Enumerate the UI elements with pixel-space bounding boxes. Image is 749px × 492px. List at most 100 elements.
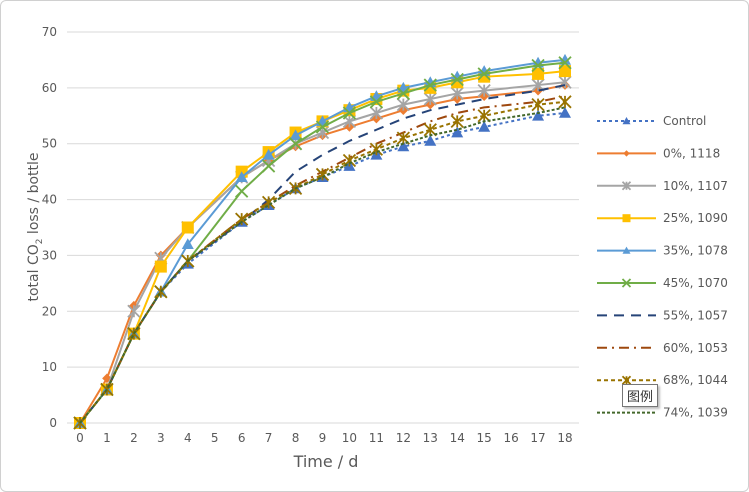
- star-stroke: [531, 97, 545, 112]
- legend-item: 45%, 1070: [597, 276, 728, 290]
- triangle-marker: [532, 109, 545, 121]
- diamond-marker: [623, 150, 630, 157]
- y-tick-label: 0: [49, 416, 57, 430]
- star-stroke: [127, 304, 141, 318]
- x-marker: [315, 120, 330, 134]
- x-tick-label: 15: [477, 431, 492, 445]
- series-line: [79, 111, 566, 424]
- legend-item: 0%, 1118: [597, 146, 720, 160]
- x-stroke: [621, 278, 632, 288]
- x-stroke: [558, 56, 572, 70]
- star-marker: [423, 92, 437, 106]
- x-stroke: [235, 184, 249, 198]
- x-tick-label: 12: [396, 431, 411, 445]
- legend-item: 10%, 1107: [597, 179, 728, 193]
- legend-label: 45%, 1070: [663, 276, 728, 290]
- x-tick-label: 14: [450, 431, 465, 445]
- legend-label: 55%, 1057: [663, 308, 728, 322]
- x-stroke: [477, 67, 491, 81]
- triangle-marker: [181, 238, 194, 250]
- x-tick-label: 11: [369, 431, 384, 445]
- star-stroke: [261, 195, 276, 210]
- legend-item: Control: [597, 114, 706, 128]
- y-tick-label: 40: [42, 193, 57, 207]
- x-tick-label: 2: [130, 431, 138, 445]
- triangle-marker: [289, 129, 302, 141]
- x-marker: [342, 106, 357, 120]
- triangle-marker: [622, 117, 631, 125]
- square-marker: [181, 221, 194, 234]
- legend-item: 25%, 1090: [597, 211, 728, 225]
- x-marker: [531, 58, 545, 73]
- y-tick-label: 60: [42, 81, 57, 95]
- triangle-marker: [478, 120, 491, 132]
- star-stroke: [621, 375, 632, 385]
- x-tick-label: 0: [76, 431, 84, 445]
- triangle-marker: [622, 246, 631, 254]
- x-tick-label: 4: [184, 431, 192, 445]
- y-tick-label: 20: [42, 304, 57, 318]
- x-stroke: [531, 58, 545, 73]
- x-marker: [423, 78, 437, 92]
- x-stroke: [342, 106, 357, 120]
- legend-item: 55%, 1057: [597, 308, 728, 322]
- legend-label: 60%, 1053: [663, 341, 728, 355]
- square-marker: [622, 214, 631, 223]
- star-stroke: [558, 95, 572, 109]
- x-tick-label: 13: [423, 431, 438, 445]
- series-line: [79, 58, 566, 424]
- x-stroke: [315, 120, 330, 134]
- x-stroke: [261, 159, 276, 173]
- x-stroke: [450, 72, 464, 87]
- x-stroke: [369, 95, 384, 109]
- series-line: [79, 106, 566, 424]
- x-tick-label: 5: [211, 431, 219, 445]
- x-tick-label: 17: [530, 431, 545, 445]
- legend-label: 74%, 1039: [663, 406, 728, 420]
- square-marker: [532, 67, 545, 80]
- x-marker: [396, 86, 410, 101]
- series-8: [73, 95, 572, 430]
- star-marker: [558, 95, 572, 109]
- series-2: [73, 75, 572, 430]
- star-marker: [531, 97, 545, 112]
- series-4: [74, 53, 571, 428]
- x-stroke: [396, 86, 410, 101]
- series-7: [79, 95, 566, 424]
- x-marker: [558, 56, 572, 70]
- series-9: [79, 106, 566, 424]
- x-marker: [288, 137, 303, 151]
- x-stroke: [288, 137, 303, 151]
- star-marker: [127, 304, 141, 318]
- star-stroke: [396, 97, 410, 112]
- y-tick-label: 30: [42, 248, 57, 262]
- x-tick-label: 1: [103, 431, 111, 445]
- triangle-marker: [451, 126, 464, 138]
- x-tick-label: 16: [503, 431, 518, 445]
- x-tick-label: 8: [292, 431, 300, 445]
- legend-item: 60%, 1053: [597, 341, 728, 355]
- series-line: [79, 95, 566, 424]
- x-tick-label: 18: [557, 431, 572, 445]
- x-tick-label: 10: [342, 431, 357, 445]
- y-tick-label: 70: [42, 25, 57, 39]
- x-tick-label: 6: [238, 431, 246, 445]
- legend-label: 68%, 1044: [663, 373, 728, 387]
- triangle-marker: [559, 106, 571, 118]
- star-marker: [450, 114, 464, 129]
- star-marker: [369, 142, 384, 156]
- legend-item: 68%, 1044: [597, 373, 728, 387]
- x-marker: [261, 159, 276, 173]
- x-marker: [477, 67, 491, 81]
- x-axis-label: Time / d: [293, 452, 359, 471]
- legend-item: 74%, 1039: [597, 406, 728, 420]
- y-tick-label: 50: [42, 137, 57, 151]
- star-stroke: [369, 142, 384, 156]
- star-stroke: [450, 86, 464, 101]
- legend-label: 25%, 1090: [663, 211, 728, 225]
- legend-label: 0%, 1118: [663, 146, 720, 160]
- star-marker: [621, 181, 632, 191]
- square-marker: [154, 260, 167, 273]
